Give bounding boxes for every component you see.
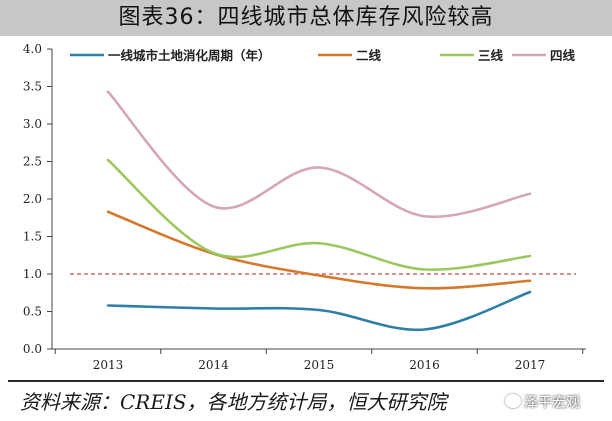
- wechat-icon: [505, 394, 521, 408]
- legend-label-2: 二线: [356, 48, 382, 63]
- source-note: 资料来源：CREIS，各地方统计局，恒大研究院: [20, 390, 447, 414]
- y-tick-label: 1.5: [23, 230, 42, 244]
- series-line-1: [106, 290, 532, 332]
- legend-label-1: 一线城市土地消化周期（年）: [108, 48, 271, 63]
- y-tick-label: 0.0: [23, 342, 42, 356]
- series-line-3: [106, 158, 532, 272]
- source-divider: [8, 380, 604, 382]
- chart-title: 图表36：四线城市总体库存风险较高: [118, 5, 494, 30]
- y-tick-label: 3.5: [23, 80, 42, 94]
- y-tick-label: 3.0: [23, 117, 42, 131]
- y-tick-label: 4.0: [23, 42, 42, 56]
- watermark: 泽平宏观: [505, 392, 580, 412]
- x-tick-label: 2017: [515, 358, 546, 372]
- watermark-text: 泽平宏观: [524, 395, 580, 411]
- line-chart: 0.0 0.5 1.0 1.5 2.0 2.5 3.0 3.5 4.0 2013 2014 2015 2…: [23, 42, 586, 372]
- y-tick-label: 2.0: [23, 192, 42, 206]
- title-bar: [0, 0, 612, 36]
- x-tick-label: 2015: [304, 358, 335, 372]
- chart-legend: 一线城市土地消化周期（年） 二线 三线 四线: [70, 48, 576, 63]
- legend-label-4: 四线: [550, 48, 576, 63]
- series-line-4: [106, 90, 532, 219]
- x-tick-label: 2014: [198, 358, 229, 372]
- y-tick-label: 1.0: [23, 267, 42, 281]
- legend-label-3: 三线: [478, 48, 504, 63]
- x-tick-label: 2016: [409, 358, 440, 372]
- y-tick-label: 0.5: [23, 305, 42, 319]
- y-tick-label: 2.5: [23, 155, 42, 169]
- series-lines: [106, 90, 532, 332]
- x-tick-label: 2013: [93, 358, 124, 372]
- series-line-2: [106, 210, 532, 290]
- chart-axes: 0.0 0.5 1.0 1.5 2.0 2.5 3.0 3.5 4.0 2013 2014 2015 2…: [23, 42, 586, 372]
